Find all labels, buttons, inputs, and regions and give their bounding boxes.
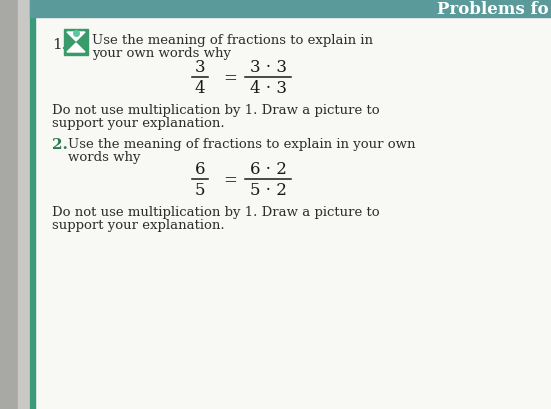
Text: Problems fo: Problems fo: [437, 0, 549, 18]
Text: 2.: 2.: [52, 138, 68, 152]
Text: 3 · 3: 3 · 3: [250, 59, 287, 76]
Text: 4 · 3: 4 · 3: [250, 80, 287, 97]
Text: =: =: [223, 70, 237, 87]
Text: Do not use multiplication by 1. Draw a picture to: Do not use multiplication by 1. Draw a p…: [52, 104, 380, 117]
Bar: [30, 0, 35, 409]
Text: Use the meaning of fractions to explain in your own: Use the meaning of fractions to explain …: [68, 138, 415, 151]
Bar: [30, 0, 551, 18]
Text: words why: words why: [68, 151, 141, 164]
Text: Do not use multiplication by 1. Draw a picture to: Do not use multiplication by 1. Draw a p…: [52, 205, 380, 218]
Bar: [18, 0, 30, 409]
Text: 6: 6: [195, 161, 206, 178]
Polygon shape: [67, 44, 85, 53]
Text: 5: 5: [195, 182, 206, 198]
Polygon shape: [67, 33, 85, 42]
Bar: [64, 30, 88, 56]
Text: 4: 4: [195, 80, 206, 97]
Bar: [0, 0, 18, 409]
Text: =: =: [223, 172, 237, 189]
Text: 6 · 2: 6 · 2: [250, 161, 287, 178]
Text: Use the meaning of fractions to explain in: Use the meaning of fractions to explain …: [92, 34, 373, 47]
Text: support your explanation.: support your explanation.: [52, 218, 225, 231]
Text: support your explanation.: support your explanation.: [52, 117, 225, 130]
Text: 5 · 2: 5 · 2: [250, 182, 287, 198]
Text: 1.: 1.: [52, 38, 67, 52]
Text: your own words why: your own words why: [92, 47, 231, 60]
Text: 3: 3: [195, 59, 206, 76]
